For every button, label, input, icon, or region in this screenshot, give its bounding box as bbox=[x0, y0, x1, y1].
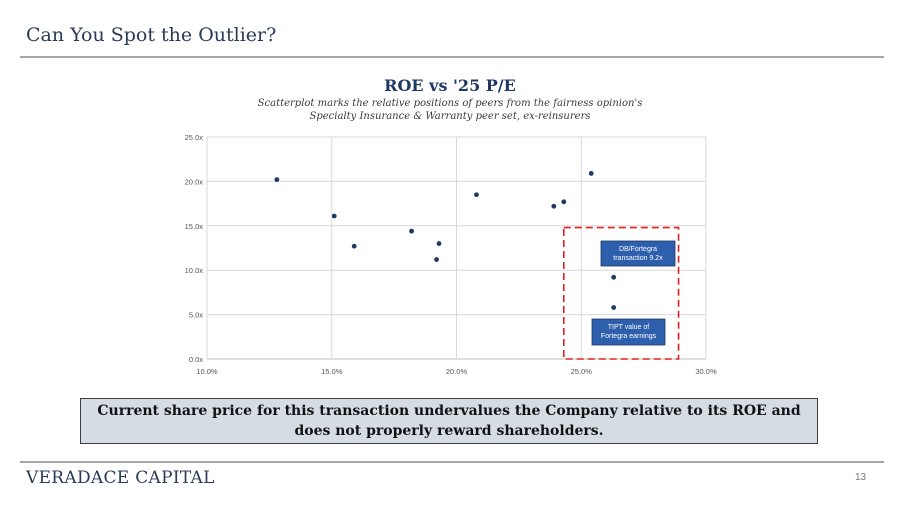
chart-subtitle-line-1: Scatterplot marks the relative positions… bbox=[257, 98, 643, 109]
x-tick-label: 25.0% bbox=[571, 367, 593, 376]
annotation-label: DB/Fortegra bbox=[619, 246, 657, 253]
x-tick-label: 30.0% bbox=[695, 367, 717, 376]
data-point bbox=[551, 203, 557, 209]
slide-title: Can You Spot the Outlier? bbox=[26, 24, 277, 46]
x-tick-label: 10.0% bbox=[196, 367, 218, 376]
annotation-box bbox=[591, 318, 666, 346]
data-point bbox=[434, 257, 439, 262]
data-point bbox=[611, 274, 617, 280]
footer-brand: VERADACE CAPITAL bbox=[26, 468, 215, 488]
annotation-label: transaction 9.2x bbox=[613, 255, 663, 262]
annotation-box bbox=[600, 240, 676, 267]
outlier-highlight-box bbox=[562, 226, 680, 360]
data-point bbox=[409, 228, 414, 234]
bottom-divider bbox=[20, 461, 884, 463]
data-point bbox=[331, 213, 337, 219]
data-point bbox=[274, 177, 280, 183]
chart-title: ROE vs '25 P/E bbox=[384, 76, 516, 95]
page-number: 13 bbox=[855, 472, 867, 483]
scatter-chart: 0.0x 5.0x 10.0x 15.0x 20.0x 25.0x 10.0% 15.0% 20… bbox=[185, 133, 717, 376]
chart-subtitle-line-2: Specialty Insurance & Warranty peer set,… bbox=[309, 111, 591, 122]
annotation-label: TIPT value of bbox=[608, 324, 650, 331]
x-tick-label: 20.0% bbox=[446, 367, 468, 376]
data-point bbox=[588, 171, 594, 176]
y-tick-label: 15.0x bbox=[185, 222, 204, 231]
data-point bbox=[611, 305, 617, 310]
y-tick-label: 0.0x bbox=[189, 355, 203, 364]
y-tick-label: 20.0x bbox=[185, 177, 204, 186]
y-tick-label: 25.0x bbox=[185, 133, 204, 142]
chart-subtitle: Scatterplot marks the relative positions… bbox=[0, 97, 900, 123]
data-point bbox=[351, 243, 357, 249]
data-point bbox=[561, 199, 567, 205]
top-divider bbox=[20, 56, 884, 58]
annotation-label: Fortegra earnings bbox=[601, 333, 657, 340]
callout-box: Current share price for this transaction… bbox=[80, 398, 818, 444]
y-tick-label: 5.0x bbox=[189, 311, 203, 320]
x-tick-label: 15.0% bbox=[321, 367, 343, 376]
data-point bbox=[436, 241, 442, 246]
y-tick-label: 10.0x bbox=[185, 266, 204, 275]
data-point bbox=[474, 192, 479, 198]
